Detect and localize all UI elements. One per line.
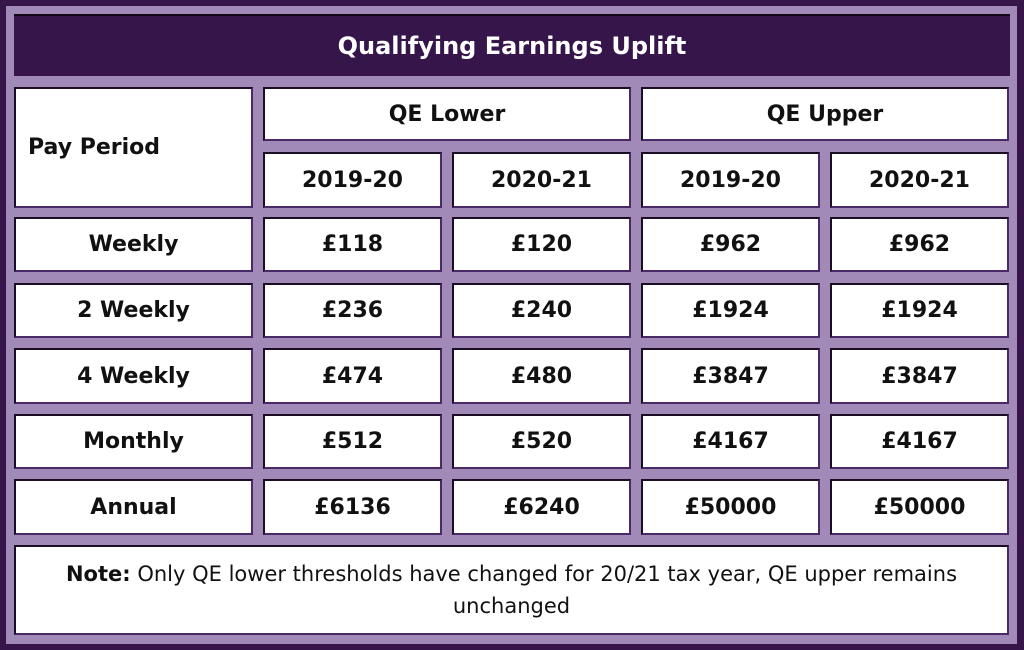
header-qe-upper-2019-20: 2019-20 (641, 152, 820, 208)
table-cell: £6136 (263, 479, 442, 535)
header-qe-lower-2019-20: 2019-20 (263, 152, 442, 208)
table-cell: £962 (830, 217, 1009, 272)
table-cell: £4167 (830, 414, 1009, 469)
table-cell: £118 (263, 217, 442, 272)
note-text: Only QE lower thresholds have changed fo… (130, 562, 958, 618)
header-qe-lower: QE Lower (263, 87, 631, 141)
header-qe-upper: QE Upper (641, 87, 1009, 141)
row-period-weekly: Weekly (14, 217, 253, 272)
row-period-4-weekly: 4 Weekly (14, 348, 253, 404)
table-cell: £50000 (641, 479, 820, 535)
table-cell: £120 (452, 217, 631, 272)
row-period-monthly: Monthly (14, 414, 253, 469)
table-cell: £474 (263, 348, 442, 404)
table-cell: £1924 (830, 283, 1009, 338)
row-period-2-weekly: 2 Weekly (14, 283, 253, 338)
table-cell: £1924 (641, 283, 820, 338)
table-title: Qualifying Earnings Uplift (14, 14, 1010, 76)
row-period-annual: Annual (14, 479, 253, 535)
table-cell: £480 (452, 348, 631, 404)
note-box: Note: Only QE lower thresholds have chan… (14, 545, 1009, 635)
note-label: Note: (65, 562, 131, 586)
note-content: Note: Only QE lower thresholds have chan… (56, 558, 967, 622)
table-cell: £520 (452, 414, 631, 469)
table-cell: £962 (641, 217, 820, 272)
table-cell: £6240 (452, 479, 631, 535)
table-cell: £3847 (641, 348, 820, 404)
table-cell: £236 (263, 283, 442, 338)
header-qe-upper-2020-21: 2020-21 (830, 152, 1009, 208)
table-cell: £512 (263, 414, 442, 469)
table-cell: £50000 (830, 479, 1009, 535)
header-qe-lower-2020-21: 2020-21 (452, 152, 631, 208)
table-cell: £4167 (641, 414, 820, 469)
table-cell: £3847 (830, 348, 1009, 404)
header-pay-period: Pay Period (14, 87, 253, 208)
table-cell: £240 (452, 283, 631, 338)
